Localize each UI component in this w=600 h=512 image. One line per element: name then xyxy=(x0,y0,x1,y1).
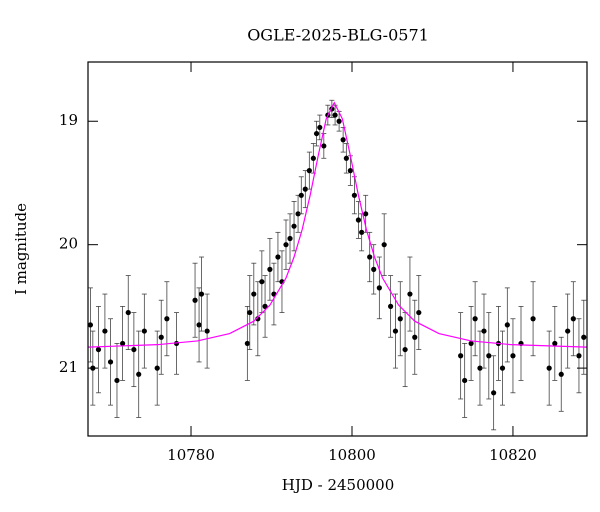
data-point xyxy=(416,309,422,316)
data-point xyxy=(359,229,365,235)
data-point xyxy=(114,377,120,384)
data-point xyxy=(95,346,102,353)
data-point xyxy=(355,217,362,223)
y-tick-label: 21 xyxy=(59,358,78,376)
data-point xyxy=(158,334,164,340)
data-point xyxy=(321,143,327,149)
data-point xyxy=(287,235,293,242)
model-curve xyxy=(88,101,587,348)
data-point xyxy=(244,340,250,347)
data-point xyxy=(530,316,536,322)
data-point xyxy=(491,390,497,396)
plot-area xyxy=(88,99,587,431)
data-point xyxy=(291,223,297,229)
data-point xyxy=(392,328,399,334)
data-point xyxy=(259,279,265,285)
data-point xyxy=(154,365,160,371)
data-point xyxy=(367,254,373,260)
data-point xyxy=(510,353,516,359)
data-point xyxy=(371,266,377,272)
data-point xyxy=(255,316,261,322)
y-axis-label: I magnitude xyxy=(12,203,30,295)
data-point xyxy=(546,365,552,371)
data-point xyxy=(283,242,289,248)
data-point xyxy=(407,291,413,297)
data-point xyxy=(247,309,253,316)
data-point xyxy=(295,211,301,217)
data-point xyxy=(306,168,312,174)
data-point xyxy=(347,168,353,174)
data-point xyxy=(88,322,94,328)
data-point xyxy=(576,353,582,359)
data-point xyxy=(196,322,202,328)
y-tick-label: 19 xyxy=(59,111,78,129)
data-point xyxy=(343,155,349,161)
data-point xyxy=(351,192,358,198)
plot-frame xyxy=(87,61,588,437)
data-point xyxy=(458,353,464,359)
x-tick-label: 10820 xyxy=(489,446,537,464)
data-point xyxy=(363,211,369,217)
data-point xyxy=(462,377,468,384)
data-point xyxy=(251,291,257,297)
data-point xyxy=(313,130,320,137)
data-point xyxy=(120,340,126,347)
data-point xyxy=(107,359,114,365)
data-point xyxy=(192,297,198,303)
data-point xyxy=(340,137,346,143)
data-point xyxy=(302,186,308,192)
data-point xyxy=(164,316,170,322)
data-point xyxy=(275,254,281,260)
data-point xyxy=(262,303,268,309)
x-tick-label: 10780 xyxy=(167,446,215,464)
data-point xyxy=(136,371,142,377)
x-axis-label: HJD - 2450000 xyxy=(282,476,395,494)
data-point xyxy=(558,371,564,377)
x-tick-label: 10800 xyxy=(328,446,376,464)
data-point xyxy=(198,291,205,297)
y-tick-label: 20 xyxy=(59,235,78,253)
data-point xyxy=(388,303,394,309)
data-point xyxy=(552,340,558,347)
data-point xyxy=(204,328,210,334)
data-point xyxy=(504,322,510,328)
data-point xyxy=(472,316,478,322)
data-point xyxy=(376,285,382,291)
data-point xyxy=(102,328,108,334)
data-point xyxy=(298,192,304,198)
data-point xyxy=(402,346,408,353)
data-point xyxy=(141,328,147,334)
data-point xyxy=(267,266,273,272)
data-point xyxy=(477,365,483,371)
chart-title: OGLE-2025-BLG-0571 xyxy=(247,26,429,45)
data-point xyxy=(481,328,487,334)
data-point xyxy=(332,112,338,118)
data-point xyxy=(131,346,137,353)
data-point xyxy=(412,334,418,340)
data-point xyxy=(468,340,474,347)
data-point xyxy=(581,334,587,340)
data-point xyxy=(499,365,506,371)
data-point xyxy=(310,155,316,161)
data-point xyxy=(570,316,576,322)
data-point xyxy=(317,124,323,131)
data-point xyxy=(397,316,403,322)
data-point xyxy=(381,242,387,248)
data-point xyxy=(125,309,131,316)
data-point xyxy=(336,118,342,124)
data-point xyxy=(486,353,492,359)
data-point xyxy=(565,328,571,334)
